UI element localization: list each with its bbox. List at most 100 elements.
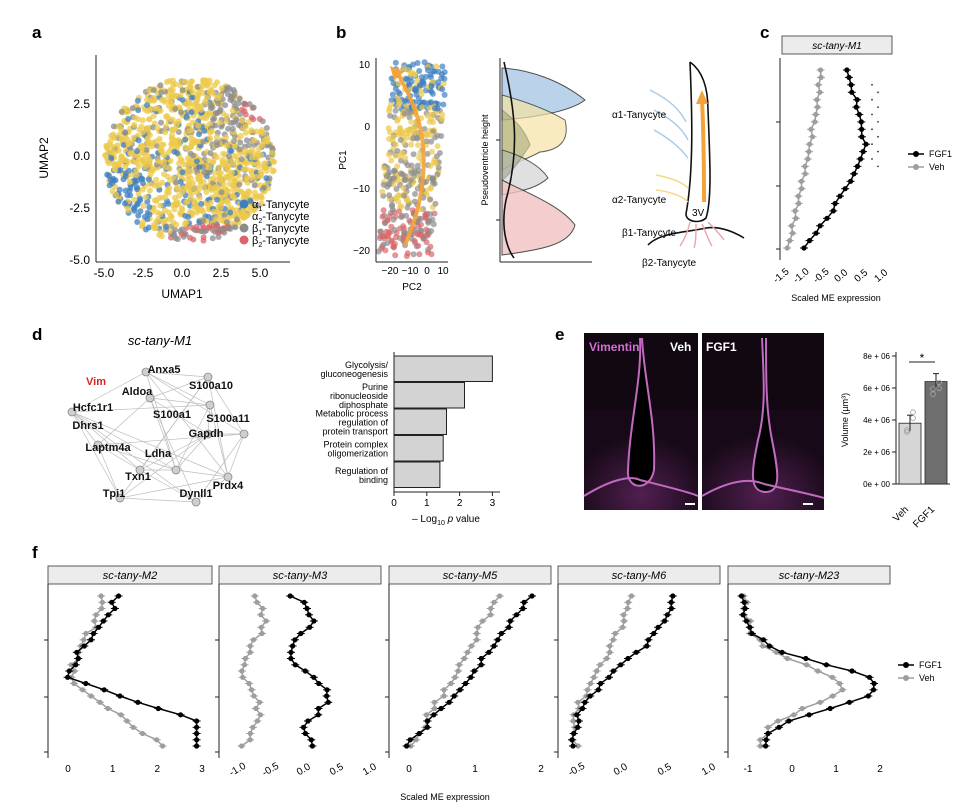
- facet-title: sc-tany-M2: [103, 570, 157, 582]
- umap-point: [216, 119, 223, 126]
- umap-point: [187, 78, 194, 85]
- umap-point: [162, 194, 169, 201]
- significance-dot: [871, 113, 873, 116]
- series-point: [856, 111, 862, 118]
- series-point: [100, 618, 106, 624]
- umap-point: [167, 177, 174, 184]
- umap-point: [181, 221, 188, 228]
- schematic-label-alpha1: α1-Tanycyte: [612, 110, 667, 121]
- pca-point: [430, 159, 437, 166]
- umap-point: [213, 134, 220, 140]
- umap-point: [189, 180, 196, 187]
- pca-point: [396, 208, 403, 215]
- umap-point: [227, 209, 234, 216]
- series-point: [480, 618, 486, 624]
- panel-letter-c: c: [760, 23, 769, 42]
- series-point: [455, 668, 461, 674]
- series-point: [66, 668, 72, 674]
- series-point: [620, 624, 626, 630]
- series-point: [300, 724, 307, 730]
- tick-label: -1: [744, 764, 753, 775]
- panel-c-x-ticks: -1.5 -1.0 -0.5 0.0 0.5 1.0: [771, 266, 890, 286]
- facet-sc-tany-M2: sc-tany-M2 0 1 2 3: [44, 565, 213, 775]
- pca-point: [388, 75, 395, 82]
- umap-point: [198, 83, 205, 89]
- pca-point: [429, 175, 436, 182]
- series-point: [863, 141, 869, 147]
- series-point: [74, 649, 80, 655]
- series-point: [118, 712, 124, 718]
- network-edge: [209, 404, 229, 478]
- series-point: [452, 674, 458, 680]
- series-point: [302, 668, 308, 674]
- tick-label: -0.5: [261, 761, 282, 779]
- umap-point: [201, 169, 208, 175]
- pca-point: [428, 251, 435, 258]
- umap-point: [216, 164, 222, 171]
- umap-point: [215, 234, 222, 240]
- umap-point: [214, 223, 221, 230]
- umap-point: [156, 195, 163, 201]
- series-point: [194, 724, 200, 730]
- enrichment-bar: [393, 355, 493, 382]
- pca-point: [411, 71, 418, 78]
- network-edge: [175, 404, 211, 471]
- series-point: [803, 655, 809, 662]
- umap-point: [122, 163, 129, 170]
- umap-point: [210, 208, 217, 215]
- umap-point: [222, 102, 229, 109]
- pca-point: [423, 138, 430, 145]
- series-point: [474, 637, 480, 643]
- umap-point: [201, 127, 208, 134]
- pca-point: [384, 183, 391, 190]
- pca-point: [397, 152, 404, 159]
- network-edge: [71, 411, 121, 499]
- network-edge: [97, 433, 245, 446]
- umap-point: [214, 79, 221, 86]
- umap-point: [157, 211, 164, 218]
- network-edge: [145, 371, 209, 378]
- tick-label: 2.5: [213, 266, 230, 280]
- umap-point: [166, 185, 173, 192]
- series-line: [66, 595, 198, 746]
- umap-point: [200, 208, 207, 215]
- umap-point: [177, 92, 184, 99]
- umap-point: [137, 208, 144, 215]
- umap-point: [233, 153, 240, 160]
- tick-label: 1: [833, 764, 839, 775]
- series-point: [416, 730, 422, 737]
- umap-point: [158, 89, 165, 96]
- pca-point: [430, 221, 437, 228]
- series-point: [813, 230, 819, 236]
- pca-point: [389, 201, 396, 208]
- tick-label: 1.0: [700, 761, 718, 778]
- schematic-label-beta1: β1-Tanycyte: [622, 228, 677, 239]
- series-point: [246, 680, 252, 687]
- series-point: [438, 705, 444, 712]
- series-point: [591, 674, 597, 680]
- series-point: [798, 178, 805, 184]
- series-point: [250, 724, 256, 730]
- umap-point: [146, 116, 152, 123]
- pca-point: [404, 134, 410, 141]
- pca-point: [396, 90, 403, 97]
- network-edge: [71, 411, 141, 471]
- series-point: [606, 674, 612, 680]
- series-point: [461, 655, 467, 662]
- umap-point: [172, 81, 179, 88]
- network-edge: [207, 376, 245, 435]
- pca-point: [386, 192, 393, 199]
- series-point: [571, 730, 577, 737]
- data-point: [910, 409, 916, 416]
- umap-point: [173, 179, 179, 186]
- pca-point: [431, 180, 438, 187]
- umap-point: [183, 113, 190, 120]
- umap-point: [143, 226, 149, 233]
- umap-point: [189, 89, 196, 96]
- umap-point: [135, 137, 142, 144]
- series-point: [468, 643, 474, 649]
- umap-point: [138, 143, 145, 149]
- pca-point: [408, 118, 415, 125]
- umap-point: [236, 95, 243, 102]
- umap-point: [152, 223, 159, 230]
